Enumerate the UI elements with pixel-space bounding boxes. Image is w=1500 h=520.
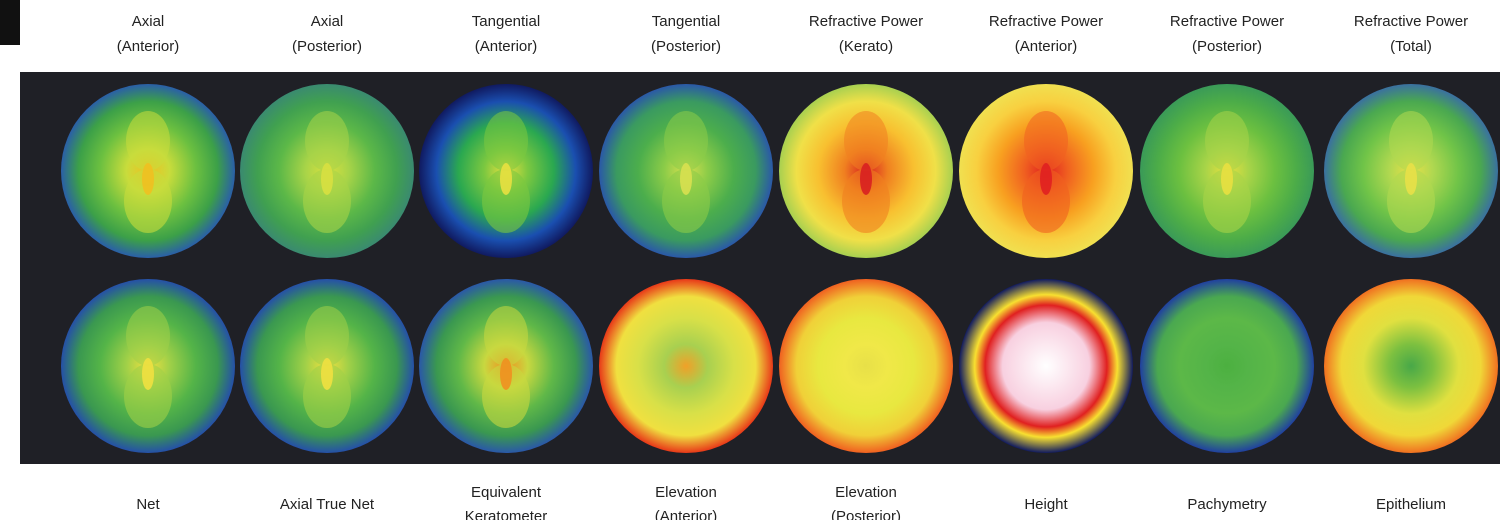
map-lobe bbox=[1024, 111, 1068, 171]
map-label: (Anterior) bbox=[117, 38, 180, 55]
map-lobe bbox=[303, 169, 351, 233]
map-lobe bbox=[482, 169, 530, 233]
map-core bbox=[142, 163, 154, 195]
map-label: Axial True Net bbox=[280, 496, 375, 513]
map-core bbox=[860, 163, 872, 195]
map-label: Refractive Power bbox=[1354, 13, 1468, 30]
map-lobe bbox=[1389, 111, 1433, 171]
map-lobe bbox=[1205, 111, 1249, 171]
map-label: (Posterior) bbox=[831, 508, 901, 520]
map-label: Elevation bbox=[835, 484, 897, 501]
map-label: (Total) bbox=[1390, 38, 1432, 55]
map-label: Epithelium bbox=[1376, 496, 1446, 513]
map-label: Tangential bbox=[472, 13, 540, 30]
topography-map bbox=[599, 279, 773, 453]
map-label: Keratometer bbox=[465, 508, 548, 520]
map-lobe bbox=[124, 364, 172, 428]
topography-map bbox=[1324, 279, 1498, 453]
corner-block bbox=[0, 0, 20, 45]
map-label: Net bbox=[136, 496, 160, 513]
map-label: Tangential bbox=[652, 13, 720, 30]
map-lobe bbox=[844, 111, 888, 171]
map-core bbox=[500, 358, 512, 390]
map-lobe bbox=[842, 169, 890, 233]
map-core bbox=[1040, 163, 1052, 195]
map-label: (Anterior) bbox=[655, 508, 718, 520]
map-core bbox=[1221, 163, 1233, 195]
map-lobe bbox=[1022, 169, 1070, 233]
map-label: (Anterior) bbox=[475, 38, 538, 55]
map-label: (Posterior) bbox=[292, 38, 362, 55]
map-lobe bbox=[305, 306, 349, 366]
map-label: Refractive Power bbox=[1170, 13, 1284, 30]
map-label: Height bbox=[1024, 496, 1068, 513]
map-lobe bbox=[484, 306, 528, 366]
map-label: Pachymetry bbox=[1187, 496, 1267, 513]
map-core bbox=[1405, 163, 1417, 195]
map-lobe bbox=[1387, 169, 1435, 233]
map-lobe bbox=[124, 169, 172, 233]
map-lobe bbox=[126, 111, 170, 171]
map-lobe bbox=[305, 111, 349, 171]
map-core bbox=[321, 163, 333, 195]
map-label: (Anterior) bbox=[1015, 38, 1078, 55]
map-lobe bbox=[303, 364, 351, 428]
map-label: Equivalent bbox=[471, 484, 542, 501]
map-lobe bbox=[126, 306, 170, 366]
map-lobe bbox=[662, 169, 710, 233]
topography-map bbox=[779, 279, 953, 453]
map-core bbox=[142, 358, 154, 390]
map-core bbox=[500, 163, 512, 195]
map-label: Refractive Power bbox=[809, 13, 923, 30]
map-lobe bbox=[1203, 169, 1251, 233]
map-label: Refractive Power bbox=[989, 13, 1103, 30]
map-label: (Posterior) bbox=[1192, 38, 1262, 55]
map-lobe bbox=[484, 111, 528, 171]
map-label: (Kerato) bbox=[839, 38, 893, 55]
map-label: (Posterior) bbox=[651, 38, 721, 55]
map-label: Elevation bbox=[655, 484, 717, 501]
map-label: Axial bbox=[311, 13, 344, 30]
map-label: Axial bbox=[132, 13, 165, 30]
map-lobe bbox=[664, 111, 708, 171]
map-core bbox=[680, 163, 692, 195]
map-lobe bbox=[482, 364, 530, 428]
topography-map bbox=[1140, 279, 1314, 453]
topography-map bbox=[959, 279, 1133, 453]
map-core bbox=[321, 358, 333, 390]
